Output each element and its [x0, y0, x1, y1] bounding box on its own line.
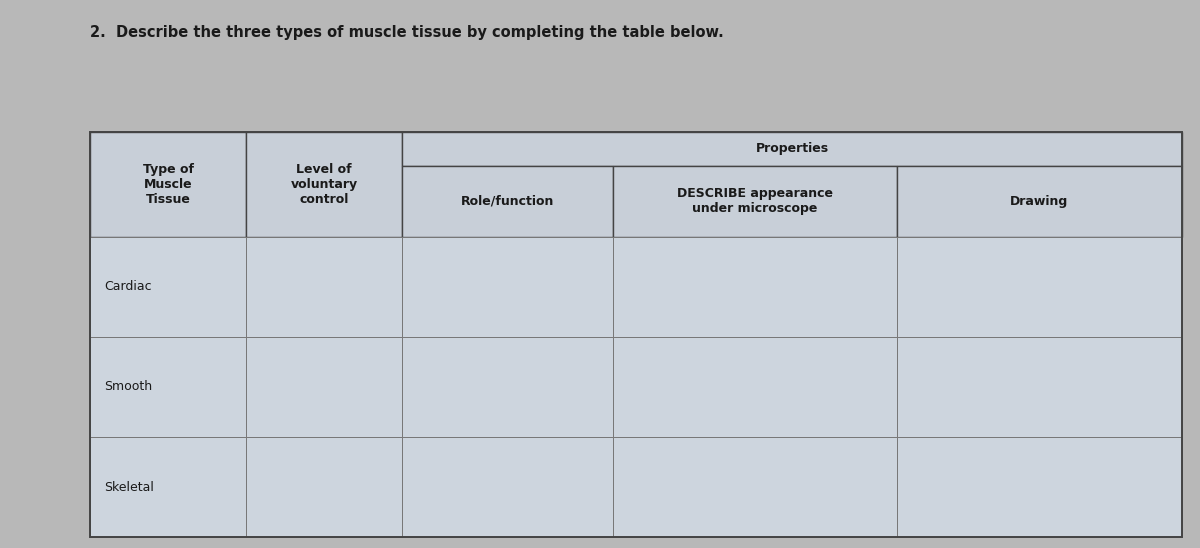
Text: Drawing: Drawing [1010, 195, 1069, 208]
Text: 2.  Describe the three types of muscle tissue by completing the table below.: 2. Describe the three types of muscle ti… [90, 25, 724, 39]
Text: Type of
Muscle
Tissue: Type of Muscle Tissue [143, 163, 193, 206]
Text: Smooth: Smooth [104, 380, 152, 393]
Text: Role/function: Role/function [461, 195, 554, 208]
Text: Skeletal: Skeletal [104, 481, 155, 494]
Text: DESCRIBE appearance
under microscope: DESCRIBE appearance under microscope [677, 187, 833, 215]
Text: Level of
voluntary
control: Level of voluntary control [290, 163, 358, 206]
Text: Properties: Properties [756, 142, 829, 155]
Text: Cardiac: Cardiac [104, 281, 152, 294]
